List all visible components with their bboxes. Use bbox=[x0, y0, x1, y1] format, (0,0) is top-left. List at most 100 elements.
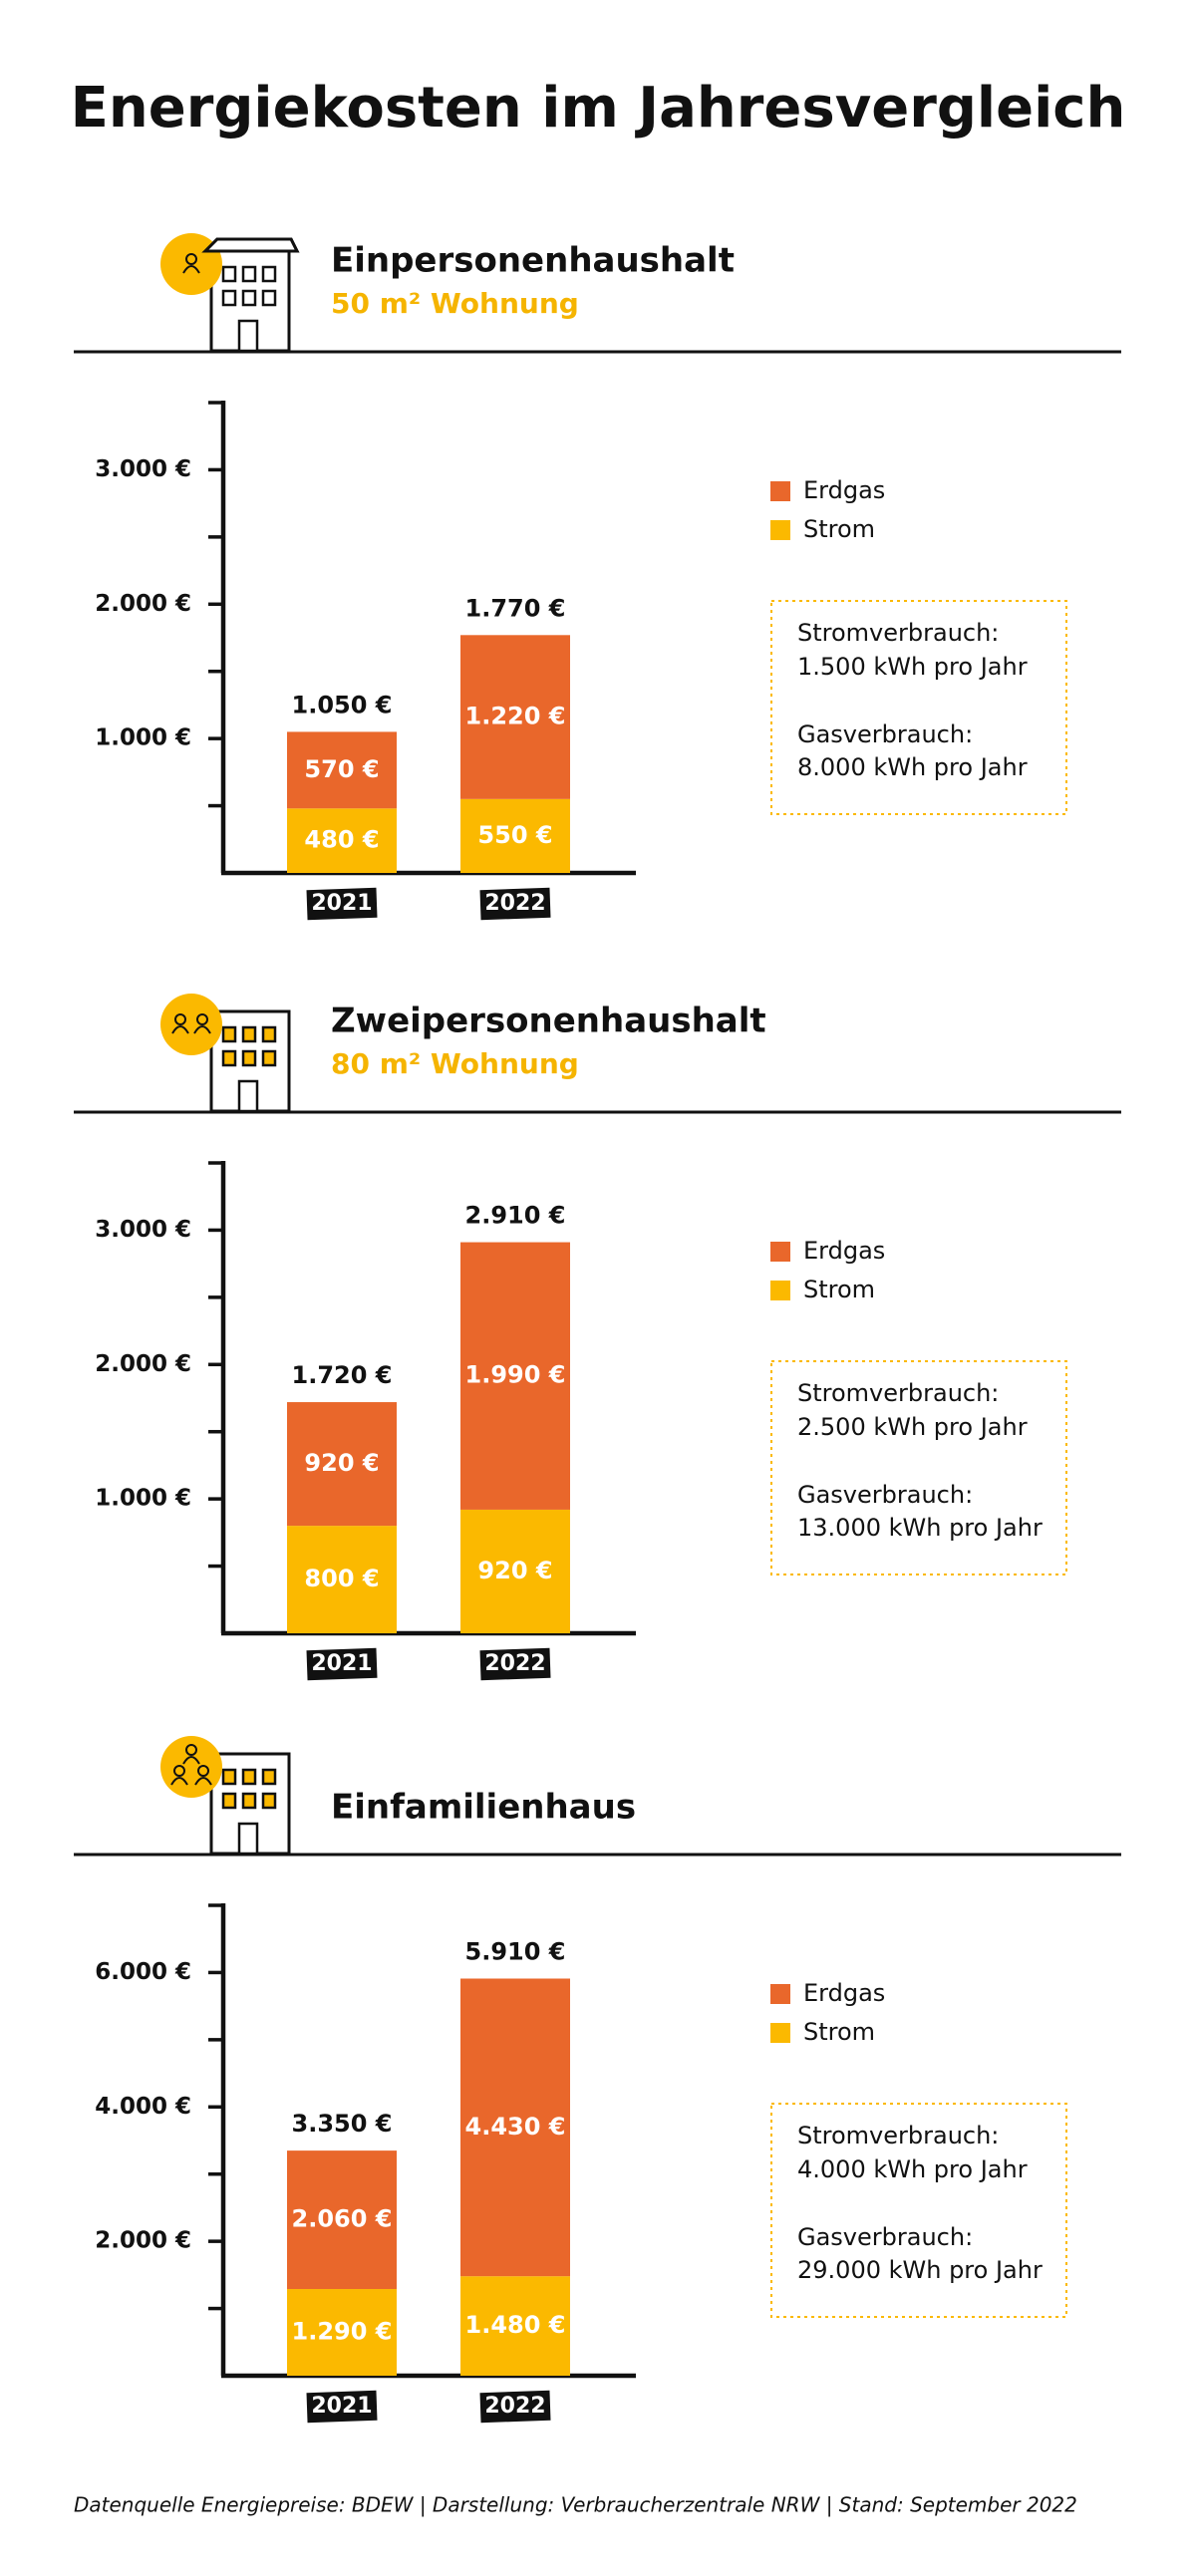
window bbox=[221, 1768, 237, 1786]
person-body bbox=[171, 1025, 189, 1034]
note-line: Gasverbrauch: bbox=[797, 2223, 973, 2251]
note-line: 4.000 kWh pro Jahr bbox=[797, 2155, 1028, 2183]
person-head bbox=[185, 253, 197, 265]
x-label-box bbox=[479, 2390, 551, 2424]
window bbox=[241, 1025, 257, 1043]
note-line: 29.000 kWh pro Jahr bbox=[797, 2256, 1043, 2284]
window bbox=[241, 265, 257, 283]
note-line: 13.000 kWh pro Jahr bbox=[797, 1514, 1043, 1542]
note-box bbox=[770, 600, 1067, 815]
bar-value-label: 2.060 € bbox=[292, 2205, 393, 2233]
bar-value-label: 1.990 € bbox=[465, 1361, 566, 1389]
y-tick-label: 3.000 € bbox=[95, 456, 191, 482]
legend-label: Erdgas bbox=[803, 476, 885, 504]
window bbox=[221, 1049, 237, 1067]
bar-value-label: 570 € bbox=[304, 755, 379, 783]
bar-value-label: 920 € bbox=[304, 1449, 379, 1477]
household-icon bbox=[160, 237, 300, 1856]
window bbox=[221, 265, 237, 283]
x-label-box bbox=[306, 2390, 378, 2424]
window bbox=[261, 1792, 277, 1810]
x-label-box bbox=[479, 1647, 551, 1681]
household-icon bbox=[160, 237, 300, 1113]
legend-label: Strom bbox=[803, 1276, 875, 1303]
y-tick-label: 2.000 € bbox=[95, 2228, 191, 2254]
x-tick-label: 2022 bbox=[484, 1651, 545, 1676]
legend-swatch bbox=[770, 2023, 790, 2043]
bar-segment bbox=[460, 2276, 570, 2376]
window bbox=[221, 289, 237, 307]
window bbox=[261, 1025, 277, 1043]
person-body bbox=[194, 1777, 212, 1786]
bar-total-label: 5.910 € bbox=[465, 1937, 566, 1965]
legend-swatch bbox=[770, 1281, 790, 1300]
section-subtitle: 50 m² Wohnung bbox=[331, 287, 579, 320]
window bbox=[261, 1768, 277, 1786]
legend-label: Strom bbox=[803, 2018, 875, 2046]
person-head bbox=[185, 1744, 197, 1756]
y-tick-label: 3.000 € bbox=[95, 1217, 191, 1243]
bar-total-label: 1.770 € bbox=[465, 594, 566, 622]
bar-segment bbox=[460, 1978, 570, 2277]
note-line: 8.000 kWh pro Jahr bbox=[797, 753, 1028, 781]
x-tick-label: 2021 bbox=[311, 891, 372, 916]
page-title: Energiekosten im Jahresvergleich bbox=[71, 76, 1126, 141]
bar-value-label: 1.480 € bbox=[465, 2311, 566, 2339]
y-tick-label: 2.000 € bbox=[95, 591, 191, 617]
window bbox=[261, 289, 277, 307]
note-line: Stromverbrauch: bbox=[797, 1379, 999, 1407]
x-label-box bbox=[306, 1647, 378, 1681]
note-box bbox=[770, 1360, 1067, 1575]
window bbox=[241, 289, 257, 307]
bar-segment bbox=[287, 2289, 397, 2376]
section-title: Zweipersonenhaushalt bbox=[331, 1002, 766, 1041]
door bbox=[237, 319, 259, 353]
window bbox=[221, 1025, 237, 1043]
bar-value-label: 1.220 € bbox=[465, 703, 566, 730]
section-title: Einfamilienhaus bbox=[331, 1788, 636, 1828]
legend-swatch bbox=[770, 1242, 790, 1262]
x-tick-label: 2022 bbox=[484, 891, 545, 916]
bar-segment bbox=[460, 1509, 570, 1633]
bar-total-label: 1.050 € bbox=[292, 691, 393, 718]
bar-value-label: 920 € bbox=[477, 1557, 552, 1584]
legend-label: Strom bbox=[803, 515, 875, 543]
note-line: Gasverbrauch: bbox=[797, 1481, 973, 1509]
person-badge bbox=[160, 994, 222, 1055]
window bbox=[241, 1792, 257, 1810]
person-body bbox=[182, 1756, 200, 1765]
note-line: 2.500 kWh pro Jahr bbox=[797, 1413, 1028, 1441]
bar-segment bbox=[287, 1402, 397, 1527]
window bbox=[241, 1768, 257, 1786]
y-tick-label: 1.000 € bbox=[95, 725, 191, 751]
window bbox=[261, 265, 277, 283]
window bbox=[261, 1049, 277, 1067]
bar-value-label: 800 € bbox=[304, 1565, 379, 1592]
door bbox=[237, 1079, 259, 1113]
bar-segment bbox=[287, 2150, 397, 2290]
note-line: Stromverbrauch: bbox=[797, 2122, 999, 2149]
person-badge bbox=[160, 1736, 222, 1798]
legend-swatch bbox=[770, 1984, 790, 2004]
x-tick-label: 2022 bbox=[484, 2394, 545, 2419]
bar-segment bbox=[460, 798, 570, 873]
bar-segment bbox=[287, 731, 397, 809]
note-box bbox=[770, 2103, 1067, 2318]
footer: Datenquelle Energiepreise: BDEW | Darste… bbox=[74, 2493, 1077, 2517]
note-line: 1.500 kWh pro Jahr bbox=[797, 653, 1028, 681]
bar-value-label: 480 € bbox=[304, 826, 379, 854]
bar-segment bbox=[460, 635, 570, 799]
person-body bbox=[193, 1025, 211, 1034]
note-line: Stromverbrauch: bbox=[797, 619, 999, 647]
door bbox=[237, 1822, 259, 1856]
person-body bbox=[182, 265, 200, 274]
note-line: Gasverbrauch: bbox=[797, 720, 973, 748]
y-tick-label: 4.000 € bbox=[95, 2094, 191, 2120]
person-body bbox=[170, 1777, 188, 1786]
x-tick-label: 2021 bbox=[311, 1651, 372, 1676]
legend-swatch bbox=[770, 520, 790, 540]
bar-total-label: 1.720 € bbox=[292, 1361, 393, 1389]
section-subtitle: 80 m² Wohnung bbox=[331, 1047, 579, 1080]
